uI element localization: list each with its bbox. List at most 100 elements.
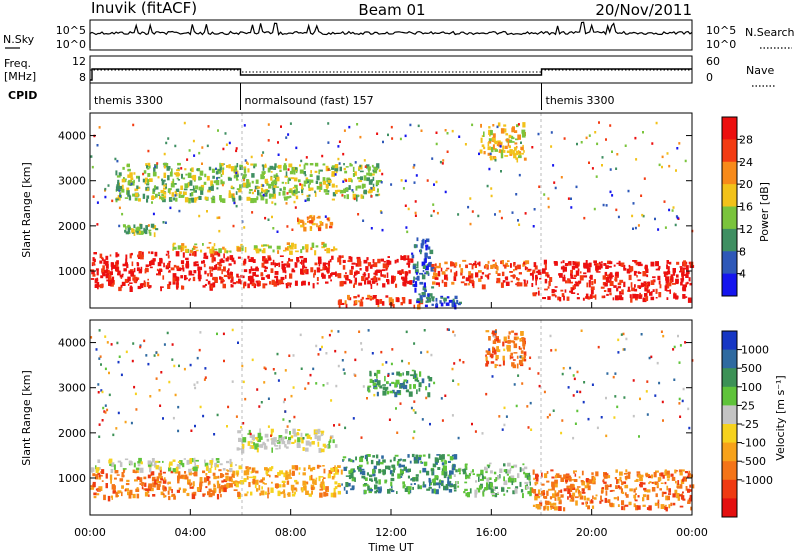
heatmap-cell [170,267,175,271]
heatmap-cell [104,270,108,274]
heatmap-cell [519,282,523,287]
heatmap-cell [290,177,295,180]
heatmap-cell [441,483,444,487]
heatmap-cell [278,484,282,488]
heatmap-cell [534,495,538,501]
heatmap-cell [601,295,605,299]
heatmap-cell [193,270,197,274]
heatmap-cell [307,179,311,182]
heatmap-cell [402,271,405,274]
heatmap-cell [433,183,435,186]
heatmap-cell [289,431,291,435]
heatmap-cell [585,293,589,299]
heatmap-cell [155,460,159,463]
heatmap-cell [367,485,370,491]
heatmap-cell [331,166,335,170]
heatmap-cell [428,377,433,382]
heatmap-cell [491,375,494,378]
heatmap-cell [187,479,191,485]
heatmap-cell [513,383,516,386]
heatmap-cell [662,474,665,479]
heatmap-cell [358,180,363,183]
heatmap-cell [517,264,521,270]
heatmap-cell [407,475,410,479]
colorbar-tick-label: 28 [739,133,753,146]
heatmap-cell [283,493,286,498]
heatmap-cell [242,174,247,178]
heatmap-cell [353,282,357,285]
heatmap-cell [256,282,260,286]
heatmap-cell [258,405,261,408]
heatmap-cell [144,182,147,185]
heatmap-cell [343,188,346,194]
heatmap-cell [465,466,468,470]
heatmap-cell [345,475,350,477]
heatmap-cell [494,363,497,369]
colorbar-tick-label: 25 [741,399,755,412]
heatmap-cell [634,136,637,140]
heatmap-cell [677,334,679,338]
heatmap-cell [583,275,588,278]
heatmap-cell [151,458,155,463]
heatmap-cell [129,489,133,496]
heatmap-cell [243,124,246,127]
heatmap-cell [514,488,518,494]
heatmap-cell [462,361,465,364]
heatmap-cell [439,160,442,164]
nave-tick-bottom: 0 [706,71,713,84]
heatmap-cell [531,487,534,493]
heatmap-cell [171,168,173,174]
heatmap-cell [609,281,614,286]
colorbar-swatch [722,139,737,163]
heatmap-cell [248,429,251,435]
heatmap-cell [421,274,426,280]
heatmap-cell [135,488,140,492]
heatmap-cell [380,350,383,354]
heatmap-cell [132,193,136,197]
heatmap-cell [294,262,297,267]
heatmap-cell [426,294,429,297]
heatmap-cell [521,333,523,336]
heatmap-cell [101,390,104,394]
heatmap-cell [222,468,226,471]
heatmap-cell [639,484,641,487]
heatmap-cell [522,263,525,267]
heatmap-cell [397,270,401,274]
heatmap-cell [304,244,309,250]
heatmap-cell [682,268,685,274]
heatmap-cell [293,190,296,193]
heatmap-cell [492,136,494,141]
heatmap-cell [308,215,312,219]
heatmap-cell [149,395,152,398]
heatmap-cell [196,356,199,360]
heatmap-cell [676,274,679,278]
heatmap-cell [425,396,428,400]
heatmap-cell [217,482,220,488]
heatmap-cell [238,448,241,451]
heatmap-cell [456,299,459,305]
heatmap-cell [535,276,538,280]
heatmap-cell [182,462,185,468]
heatmap-cell [325,183,329,188]
heatmap-cell [665,504,667,507]
heatmap-cell [362,385,365,388]
heatmap-cell [237,256,241,259]
heatmap-cell [431,488,436,494]
heatmap-cell [95,467,100,472]
heatmap-cell [145,264,149,267]
heatmap-cell [321,485,323,490]
heatmap-cell [101,268,105,273]
heatmap-cell [579,271,582,274]
heatmap-cell [147,162,151,166]
heatmap-cell [210,197,214,200]
heatmap-cell [221,480,224,483]
heatmap-cell [260,154,263,157]
heatmap-cell [543,390,546,394]
heatmap-cell [216,176,221,179]
heatmap-cell [378,169,381,172]
heatmap-cell [685,272,688,278]
heatmap-cell [429,293,433,297]
heatmap-cell [158,474,162,479]
heatmap-cell [471,422,473,426]
